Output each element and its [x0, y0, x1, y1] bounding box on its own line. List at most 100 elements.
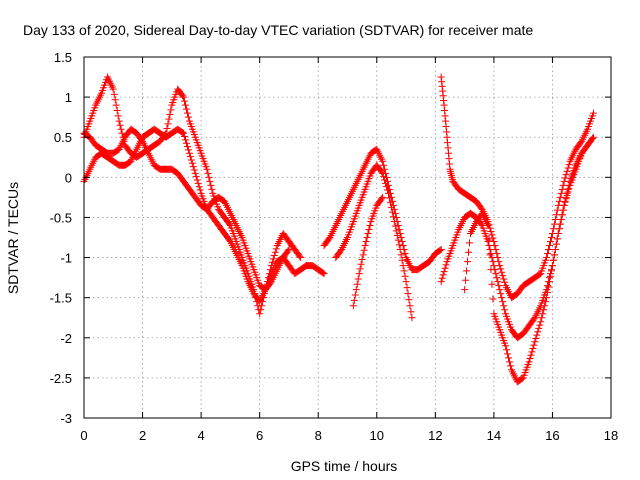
- x-tick-label: 18: [604, 428, 618, 443]
- data-point: [404, 290, 412, 298]
- data-point: [499, 298, 507, 306]
- data-point: [188, 159, 196, 167]
- data-point: [492, 246, 500, 254]
- data-point: [527, 351, 535, 359]
- data-point: [438, 274, 446, 282]
- data-point: [166, 110, 174, 118]
- data-point: [381, 176, 389, 184]
- data-point: [493, 250, 501, 258]
- data-point: [544, 282, 552, 290]
- data-point: [542, 298, 550, 306]
- data-point: [206, 177, 214, 185]
- data-point: [360, 246, 368, 254]
- data-point: [498, 294, 506, 302]
- data-point: [441, 264, 449, 272]
- data-point: [379, 157, 387, 165]
- data-point: [437, 278, 445, 286]
- data-point: [382, 179, 390, 187]
- series-track-3: [80, 125, 293, 294]
- data-point: [558, 211, 566, 219]
- data-point: [501, 278, 509, 286]
- data-point: [401, 272, 409, 280]
- data-point: [560, 177, 568, 185]
- ticks: 0 2 4 6 8 10 12 14 16 18 1.5 1 0.5 0 -0.5 -1 -1.5 -2 -2.5 -…: [50, 50, 619, 443]
- data-point: [205, 173, 213, 181]
- data-point: [531, 338, 539, 346]
- data-point: [490, 238, 498, 246]
- data-point: [547, 234, 555, 241]
- data-point: [487, 227, 495, 235]
- data-point: [114, 112, 122, 120]
- data-point: [546, 272, 554, 280]
- data-point: [359, 251, 367, 259]
- data-point: [488, 280, 496, 288]
- data-point: [167, 106, 175, 114]
- data-point: [164, 120, 172, 128]
- data-point: [477, 220, 485, 228]
- x-tick-label: 2: [139, 428, 146, 443]
- data-point: [380, 173, 388, 181]
- data-point: [182, 139, 190, 147]
- data-point: [180, 93, 188, 101]
- data-point: [181, 136, 189, 144]
- data-point: [112, 101, 120, 109]
- data-point: [556, 193, 564, 201]
- data-point: [394, 236, 402, 244]
- plot-frame: [83, 56, 612, 419]
- data-point: [392, 227, 400, 235]
- data-point: [589, 133, 597, 141]
- data-point: [543, 254, 551, 262]
- data-point: [180, 129, 188, 137]
- data-point: [194, 179, 202, 187]
- y-tick-label: 0: [65, 170, 72, 185]
- data-point: [379, 169, 387, 177]
- data-point: [489, 295, 497, 303]
- data-point: [588, 135, 596, 143]
- data-point: [484, 238, 492, 246]
- data-point: [529, 344, 537, 352]
- data-point: [562, 195, 570, 203]
- data-point: [401, 250, 409, 258]
- y-tick-label: -2.5: [50, 371, 72, 386]
- data-point: [392, 213, 400, 221]
- data-point: [556, 220, 564, 228]
- data-point: [500, 275, 508, 283]
- series-track-6: [349, 193, 387, 310]
- data-point: [462, 276, 470, 284]
- data-point: [390, 217, 398, 225]
- data-point: [537, 318, 545, 326]
- data-point: [184, 113, 192, 121]
- data-point: [487, 266, 495, 274]
- data-point: [565, 185, 573, 193]
- data-point: [496, 262, 504, 270]
- data-point: [437, 246, 445, 254]
- data-point: [465, 239, 473, 247]
- data-point: [117, 125, 125, 133]
- data-point: [563, 167, 571, 175]
- data-point: [320, 270, 328, 278]
- data-point: [378, 168, 386, 176]
- data-point: [269, 255, 277, 263]
- data-point: [489, 234, 497, 242]
- data-point: [561, 198, 569, 206]
- data-point: [547, 267, 555, 275]
- data-point: [557, 189, 565, 197]
- data-point: [485, 236, 493, 244]
- data-point: [496, 286, 504, 294]
- data-point: [399, 242, 407, 250]
- data-point: [187, 156, 195, 164]
- data-point: [285, 246, 293, 254]
- data-point: [110, 90, 118, 98]
- data-point: [408, 314, 416, 322]
- data-point: [353, 280, 361, 288]
- data-point: [208, 185, 216, 193]
- data-point: [565, 161, 573, 169]
- data-point: [532, 334, 540, 342]
- data-point: [179, 92, 187, 100]
- data-point: [203, 165, 211, 173]
- data-point: [378, 195, 386, 203]
- data-point: [554, 229, 562, 237]
- data-point: [403, 284, 411, 292]
- data-point: [548, 229, 556, 237]
